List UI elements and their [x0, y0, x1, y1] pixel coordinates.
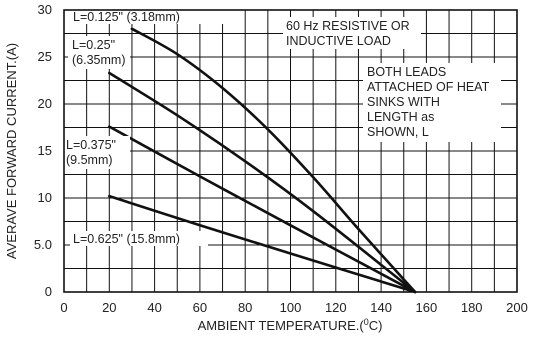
- y-tick-label: 0: [45, 284, 52, 299]
- note-load-line1: 60 Hz RESISTIVE OR: [286, 19, 410, 33]
- x-tick-label: 20: [102, 300, 116, 315]
- x-tick-label: 80: [238, 300, 252, 315]
- note-leads-bg: [363, 63, 501, 142]
- note-leads: BOTH LEADS ATTACHED OF HEAT SINKS WITH L…: [363, 63, 501, 142]
- x-tick-label: 120: [325, 300, 347, 315]
- series-label-0625: L=0.625" (15.8mm): [73, 232, 180, 246]
- note-leads-line5: SHOWN, L: [367, 125, 429, 139]
- x-tick-label: 60: [193, 300, 207, 315]
- label-bg-0625: [70, 231, 208, 246]
- y-tick-label: 15: [38, 143, 52, 158]
- note-leads-line1: BOTH LEADS: [367, 65, 446, 79]
- y-tick-label: 20: [38, 96, 52, 111]
- series-label-group-0375: L=0.375" (9.5mm): [64, 136, 130, 169]
- series-label-0375-line2: (9.5mm): [66, 153, 113, 167]
- series-label-group-0625: L=0.625" (15.8mm): [70, 231, 208, 246]
- y-tick-label: 10: [38, 190, 52, 205]
- x-tick-label: 180: [461, 300, 483, 315]
- x-axis-ticks: 0 20 40 60 80 100 120 140 160 180 200: [60, 300, 527, 315]
- series-label-0125: L=0.125" (3.18mm): [73, 10, 180, 24]
- x-tick-label: 40: [147, 300, 161, 315]
- x-axis-label: AMBIENT TEMPERATURE.(0C): [198, 317, 383, 333]
- series-curve-1: [108, 71, 417, 294]
- y-tick-label: 5.0: [34, 237, 52, 252]
- series-label-025-line2: (6.35mm): [72, 53, 125, 67]
- series-curve-3: [108, 194, 417, 294]
- note-leads-line3: SINKS WITH: [367, 95, 440, 109]
- note-load-line2: INDUCTIVE LOAD: [286, 34, 391, 48]
- y-tick-label: 25: [38, 49, 52, 64]
- label-bg-0125: [70, 9, 230, 24]
- x-tick-label: 140: [370, 300, 392, 315]
- label-bg-025: [68, 36, 130, 69]
- y-axis-label: AVERAVE FORWARD CURRENT.(A): [4, 43, 19, 259]
- x-tick-label: 200: [506, 300, 528, 315]
- x-tick-label: 0: [60, 300, 67, 315]
- plot-frame: [63, 9, 518, 293]
- y-axis-ticks: 0 5.0 10 15 20 25 30: [34, 2, 52, 299]
- note-load-bg: [283, 17, 421, 49]
- note-leads-line2: ATTACHED OF HEAT: [367, 80, 490, 94]
- x-tick-label: 160: [416, 300, 438, 315]
- note-load: 60 Hz RESISTIVE OR INDUCTIVE LOAD: [283, 17, 421, 49]
- series-curve-0: [130, 27, 417, 294]
- label-bg-0375: [64, 136, 130, 169]
- y-tick-label: 30: [38, 2, 52, 17]
- series-label-0375-line1: L=0.375": [66, 138, 116, 152]
- series-curves: [108, 27, 417, 294]
- series-label-025-line1: L=0.25": [72, 38, 115, 52]
- series-label-group-0125: L=0.125" (3.18mm): [70, 9, 230, 24]
- series-label-group-025: L=0.25" (6.35mm): [68, 36, 130, 69]
- note-leads-line4: LENGTH as: [367, 110, 434, 124]
- x-tick-label: 100: [280, 300, 302, 315]
- series-curve-2: [108, 125, 417, 294]
